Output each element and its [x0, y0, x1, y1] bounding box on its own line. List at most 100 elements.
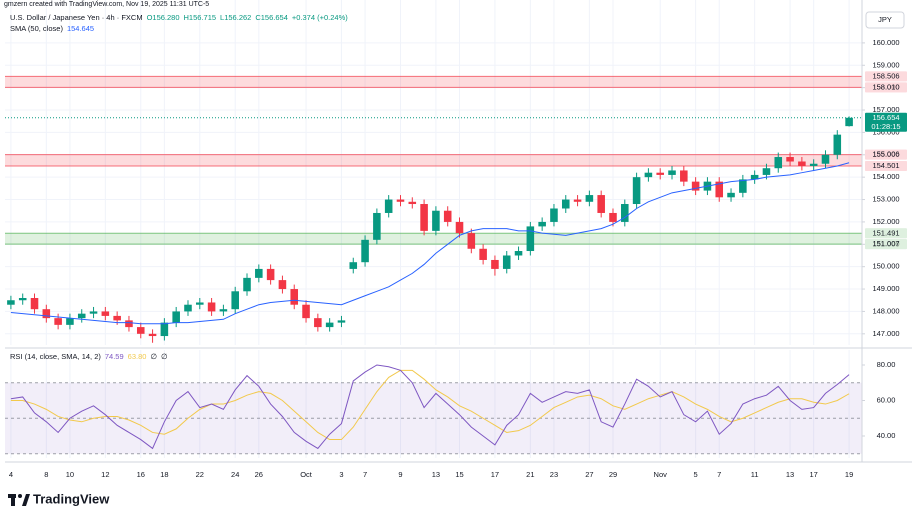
legend-text: C156.654: [255, 13, 288, 22]
x-tick-label: 17: [810, 470, 818, 479]
candle-body: [538, 221, 546, 227]
currency-box: [865, 11, 905, 29]
zone: [5, 76, 862, 88]
candle-body: [325, 322, 334, 328]
candle-body: [77, 313, 86, 319]
candle-body: [148, 333, 157, 337]
zone-badge: [865, 228, 907, 239]
y-tick-label: 40.00: [877, 431, 896, 440]
candle-body: [479, 248, 487, 260]
y-tick-label: 148.000: [872, 306, 899, 315]
candle-body: [54, 318, 62, 325]
x-tick-label: 29: [609, 470, 617, 479]
candle-body: [337, 320, 346, 323]
last-price-badge: [865, 112, 907, 132]
candle-body: [7, 300, 15, 305]
x-tick-label: 24: [231, 470, 239, 479]
x-tick-label: 7: [717, 470, 721, 479]
zone-label: 158.010: [872, 82, 899, 91]
x-tick-label: 23: [550, 470, 558, 479]
x-tick-label: 13: [432, 470, 440, 479]
candle-body: [798, 161, 806, 166]
zone-badge: [865, 149, 907, 160]
x-tick-label: 17: [491, 470, 499, 479]
x-tick-label: 26: [255, 470, 263, 479]
candle-body: [30, 298, 39, 310]
x-tick-label: 21: [526, 470, 534, 479]
x-tick-label: 8: [44, 470, 48, 479]
candle-body: [42, 309, 51, 319]
currency: JPY: [878, 15, 892, 24]
zone-badge: [865, 71, 907, 82]
candle-body: [278, 280, 287, 290]
x-tick-label: 10: [66, 470, 74, 479]
candle-body: [373, 212, 381, 240]
x-tick-label: 4: [9, 470, 13, 479]
logo: [8, 494, 30, 506]
zone-badge: [865, 82, 907, 93]
candle-body: [314, 318, 322, 328]
candle-body: [184, 304, 192, 312]
y-tick-label: 156.000: [872, 127, 899, 136]
candle-body: [443, 210, 452, 222]
candle-body: [526, 226, 535, 252]
candle-body: [219, 309, 228, 312]
y-tick-label: 154.000: [872, 172, 899, 181]
y-tick-label: 155.000: [872, 150, 899, 159]
candle-body: [821, 154, 830, 164]
x-tick-label: Oct: [300, 470, 313, 479]
candle-body: [833, 134, 842, 155]
legend-text: ∅: [150, 352, 157, 361]
candle-body: [172, 311, 180, 323]
candle-body: [561, 199, 570, 209]
candle-body: [809, 163, 818, 166]
zone-badge: [865, 239, 907, 250]
candle-body: [573, 199, 582, 202]
zone-badge-bg: [865, 228, 907, 239]
zone: [5, 154, 862, 166]
legend-text: 154.645: [67, 24, 94, 33]
candle-body: [266, 268, 275, 281]
x-tick-label: 13: [786, 470, 794, 479]
candle-body: [680, 170, 688, 182]
candle-body: [408, 201, 417, 205]
legend-text: SMA (50, close): [10, 24, 63, 33]
candle-body: [644, 172, 653, 178]
y-tick-label: 158.000: [872, 83, 899, 92]
legend-text: ∅: [161, 352, 168, 361]
x-tick-label: 18: [160, 470, 168, 479]
candle-body: [597, 195, 605, 213]
y-tick-label: 159.000: [872, 60, 899, 69]
legend-text: H156.715: [184, 13, 217, 22]
candle-body: [774, 157, 783, 169]
candle-body: [196, 302, 204, 305]
legend-text: RSI (14, close, SMA, 14, 2): [10, 352, 101, 361]
legend-text: 63.80: [128, 352, 147, 361]
y-tick-label: 157.000: [872, 105, 899, 114]
candle-body: [621, 204, 629, 222]
candle-body: [290, 289, 299, 305]
zone-badge-bg: [865, 239, 907, 250]
x-tick-label: 27: [585, 470, 593, 479]
x-tick-label: 12: [101, 470, 109, 479]
candle-body: [66, 318, 74, 325]
brand: TradingView: [33, 491, 110, 506]
candle-body: [514, 251, 523, 256]
zone-label: 158.506: [872, 71, 899, 80]
candle-body: [302, 304, 310, 319]
x-tick-label: 19: [845, 470, 853, 479]
candle-body: [160, 322, 169, 337]
candle-body: [609, 212, 617, 222]
candle-body: [786, 157, 794, 162]
candle-body: [420, 204, 428, 231]
candle-body: [668, 170, 676, 175]
sma-line: [10, 162, 850, 325]
countdown: 01:28:15: [871, 122, 900, 131]
candle-body: [455, 221, 464, 234]
candle-body: [691, 181, 700, 191]
candle-body: [136, 327, 145, 334]
y-tick-label: 151.000: [872, 239, 899, 248]
rsi-line: [10, 369, 850, 441]
